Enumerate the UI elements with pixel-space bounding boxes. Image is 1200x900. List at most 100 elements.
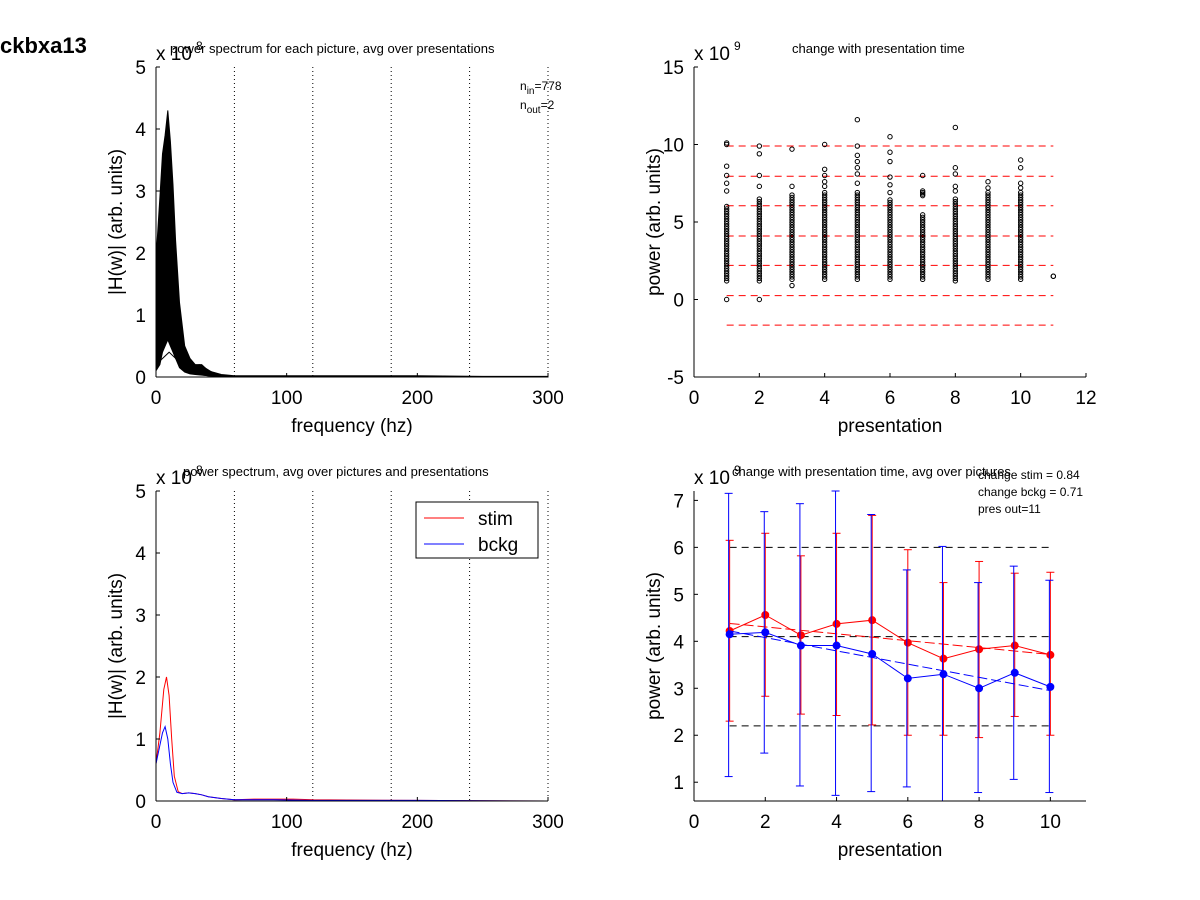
y-tick-label: 1 <box>673 773 684 794</box>
data-point <box>887 217 893 223</box>
data-point <box>756 231 763 237</box>
n-annotation: nin=778 <box>520 79 562 97</box>
data-point <box>723 265 730 272</box>
data-point <box>854 276 861 283</box>
data-point <box>1017 212 1024 218</box>
data-point <box>985 207 991 213</box>
x-tick-label: 6 <box>903 812 914 833</box>
mean-point-stim <box>975 645 984 654</box>
data-point <box>756 238 763 244</box>
data-point <box>789 214 795 221</box>
data-point <box>789 212 795 218</box>
data-point <box>756 223 763 230</box>
data-point <box>756 183 763 190</box>
data-point <box>985 214 991 221</box>
data-point <box>985 261 991 268</box>
data-point <box>854 271 861 278</box>
data-point <box>1017 261 1024 268</box>
data-point <box>854 217 861 223</box>
data-point <box>723 248 730 254</box>
data-point <box>1017 209 1024 216</box>
mean-point-stim <box>761 611 770 619</box>
data-point <box>1017 180 1024 186</box>
y-tick-label: 3 <box>673 679 684 700</box>
data-point <box>952 165 959 171</box>
data-point <box>1017 256 1024 263</box>
spectrum-trace <box>155 296 235 378</box>
data-point <box>985 179 991 185</box>
data-point <box>1017 259 1024 265</box>
data-point <box>985 194 991 201</box>
data-point <box>952 228 959 235</box>
mean-point-stim <box>832 619 841 628</box>
x-tick-label: 10 <box>1040 812 1061 833</box>
data-point <box>952 211 959 217</box>
y-exponent-power: 9 <box>734 463 741 477</box>
x-tick-label: 0 <box>151 388 162 409</box>
data-point <box>1017 264 1024 270</box>
data-point <box>723 228 730 235</box>
data-point <box>952 218 959 225</box>
data-point <box>919 251 926 258</box>
data-point <box>821 227 828 233</box>
data-point <box>919 188 926 194</box>
data-point <box>756 208 763 215</box>
data-point <box>756 236 763 242</box>
data-point <box>821 271 828 278</box>
data-point <box>756 255 763 262</box>
data-point <box>985 229 991 235</box>
data-point <box>821 207 828 213</box>
data-point <box>985 266 991 273</box>
data-point <box>854 171 861 177</box>
data-point <box>854 261 861 268</box>
data-point <box>854 197 861 203</box>
data-point <box>1017 241 1024 248</box>
data-point <box>952 213 959 220</box>
data-point <box>952 188 959 194</box>
data-point <box>723 188 730 194</box>
x-tick-label: 4 <box>831 812 842 833</box>
data-point <box>985 271 991 278</box>
data-point <box>756 258 763 264</box>
data-point <box>789 266 795 273</box>
data-point <box>887 259 893 265</box>
y-tick-label: 4 <box>135 544 146 565</box>
data-point <box>756 211 763 217</box>
data-point <box>854 251 861 258</box>
data-point <box>952 206 959 212</box>
data-point <box>821 183 828 190</box>
series-line-stim <box>155 676 549 802</box>
data-point <box>756 151 763 157</box>
data-point <box>854 236 861 243</box>
data-point <box>756 263 763 269</box>
data-point <box>854 229 861 235</box>
data-point <box>887 256 893 263</box>
mean-point-bckg <box>1046 682 1055 691</box>
data-point <box>952 216 959 222</box>
data-point <box>821 261 828 268</box>
data-point <box>985 197 991 203</box>
data-point <box>723 180 730 186</box>
data-point <box>854 194 861 201</box>
data-point <box>985 259 991 265</box>
data-point <box>789 251 795 258</box>
data-point <box>854 212 861 218</box>
data-point <box>854 207 861 213</box>
data-point <box>723 250 730 257</box>
data-point <box>952 260 959 267</box>
data-point <box>789 217 795 223</box>
data-point <box>985 269 991 275</box>
data-point <box>919 261 926 268</box>
data-point <box>887 254 893 260</box>
data-point <box>723 236 730 242</box>
data-point <box>854 244 861 250</box>
data-point <box>756 206 763 212</box>
change-annotation: change stim = 0.84 <box>978 468 1080 482</box>
data-point <box>952 226 959 232</box>
data-point <box>789 202 795 208</box>
data-point <box>854 249 861 255</box>
y-tick-label: 5 <box>673 213 684 234</box>
panel-power-spectrum-avg: 0 100 200 300 0 1 2 3 4 5 frequency (hz) |H(w)| (ar… <box>106 463 564 861</box>
data-point <box>1017 254 1024 260</box>
